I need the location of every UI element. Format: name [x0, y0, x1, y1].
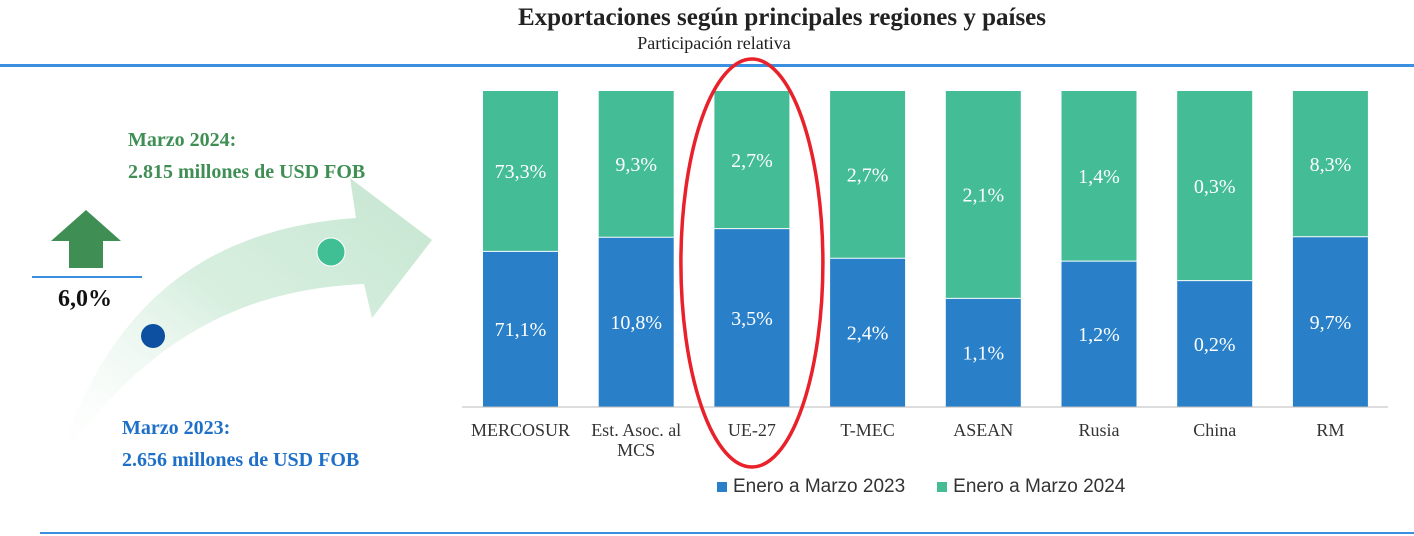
category-label-0-0: MERCOSUR: [471, 420, 570, 440]
up-arrow-icon: [51, 210, 121, 268]
data-label-2023-3: 2,4%: [847, 323, 889, 345]
category-label-4-0: ASEAN: [953, 420, 1013, 440]
change-underline: [32, 276, 142, 278]
data-label-2023-4: 1,1%: [962, 343, 1004, 365]
bar-2024-0: [483, 91, 558, 252]
label-2024-value: 2.815 millones de USD FOB: [128, 161, 366, 183]
data-label-2024-6: 0,3%: [1194, 176, 1236, 198]
legend-swatch-2024: [937, 482, 948, 492]
legend-item-2024: Enero a Marzo 2024: [937, 476, 1125, 498]
label-2024-period: Marzo 2024:: [128, 129, 237, 151]
label-2023-period: Marzo 2023:: [122, 417, 231, 439]
data-label-2024-4: 2,1%: [962, 185, 1004, 207]
bar-2023-5: [1061, 261, 1137, 407]
bar-2024-5: [1061, 91, 1137, 262]
bar-2023-6: [1177, 280, 1253, 407]
bar-2024-4: [945, 91, 1021, 299]
data-label-2024-5: 1,4%: [1078, 166, 1120, 188]
bottom-divider: [40, 532, 1414, 534]
data-label-2024-1: 9,3%: [615, 154, 657, 176]
data-label-2024-3: 2,7%: [847, 165, 889, 187]
bar-2024-1: [598, 91, 674, 238]
data-label-2023-5: 1,2%: [1078, 324, 1120, 346]
change-percent: 6,0%: [58, 286, 112, 312]
bar-2023-7: [1292, 236, 1368, 407]
data-label-2023-2: 3,5%: [731, 308, 773, 330]
category-label-2-0: UE-27: [728, 420, 776, 440]
category-label-1-0: Est. Asoc. al: [591, 420, 681, 440]
data-label-2024-2: 2,7%: [731, 150, 773, 172]
highlight-ellipse: [679, 57, 825, 469]
category-label-3-0: T-MEC: [840, 420, 894, 440]
legend-item-2023: Enero a Marzo 2023: [717, 476, 905, 498]
bar-2023-2: [714, 228, 790, 407]
bar-2024-2: [714, 91, 790, 229]
bar-2023-1: [598, 237, 674, 407]
marker-2023: [141, 324, 165, 348]
category-label-5-0: Rusia: [1078, 420, 1119, 440]
top-divider: [0, 64, 1414, 67]
bar-2024-6: [1177, 91, 1253, 281]
legend-swatch-2023: [717, 482, 727, 492]
data-label-2024-0: 73,3%: [495, 161, 547, 183]
label-marzo-2024: Marzo 2024: 2.815 millones de USD FOB: [128, 124, 365, 188]
label-2023-value: 2.656 millones de USD FOB: [122, 449, 360, 471]
category-label-7-0: RM: [1316, 420, 1344, 440]
bar-2023-0: [483, 251, 558, 407]
legend-label-2024: Enero a Marzo 2024: [953, 476, 1126, 497]
chart-legend: Enero a Marzo 2023 Enero a Marzo 2024: [717, 476, 1125, 498]
data-label-2023-0: 71,1%: [495, 319, 547, 341]
category-label-1-1: MCS: [617, 440, 655, 460]
data-label-2023-6: 0,2%: [1194, 334, 1236, 356]
growth-arrow-illustration: [51, 178, 432, 462]
chart-title: Exportaciones según principales regiones…: [517, 4, 1047, 31]
bar-2024-7: [1292, 91, 1368, 237]
data-label-2023-1: 10,8%: [610, 312, 662, 334]
bar-2024-3: [830, 91, 906, 259]
bar-2023-4: [945, 298, 1021, 407]
marker-2024: [316, 237, 346, 267]
legend-label-2023: Enero a Marzo 2023: [733, 476, 906, 497]
data-label-2023-7: 9,7%: [1310, 312, 1352, 334]
label-marzo-2023: Marzo 2023: 2.656 millones de USD FOB: [122, 412, 359, 476]
category-label-6-0: China: [1193, 420, 1236, 440]
data-label-2024-7: 8,3%: [1310, 154, 1352, 176]
bar-2023-3: [830, 258, 906, 407]
chart-subtitle: Participación relativa: [637, 33, 791, 53]
